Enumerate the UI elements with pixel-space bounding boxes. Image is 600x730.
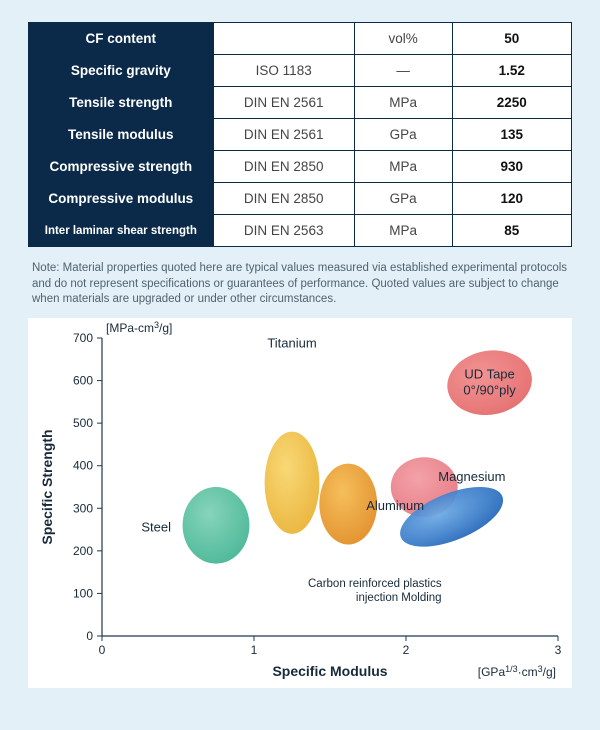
ashby-chart: [MPa-cm3/g] 0 100 200 300 400 500 600 700 0 1 2 3 Ste… — [28, 318, 572, 688]
row-unit: vol% — [354, 23, 452, 55]
svg-text:1: 1 — [251, 643, 258, 657]
row-unit: MPa — [354, 151, 452, 183]
row-value: 50 — [452, 23, 571, 55]
svg-text:2: 2 — [403, 643, 410, 657]
svg-text:0°/90°ply: 0°/90°ply — [463, 382, 516, 397]
material-Steel — [183, 487, 250, 564]
svg-text:700: 700 — [73, 331, 93, 345]
row-label: Tensile modulus — [29, 119, 214, 151]
row-standard: DIN EN 2850 — [213, 183, 354, 215]
row-value: 930 — [452, 151, 571, 183]
svg-text:injection Molding: injection Molding — [356, 591, 442, 603]
table-row: Inter laminar shear strengthDIN EN 2563M… — [29, 215, 572, 247]
svg-text:0: 0 — [86, 629, 93, 643]
row-unit: — — [354, 55, 452, 87]
table-row: Tensile modulusDIN EN 2561GPa135 — [29, 119, 572, 151]
svg-text:3: 3 — [555, 643, 562, 657]
row-label: Tensile strength — [29, 87, 214, 119]
row-value: 85 — [452, 215, 571, 247]
svg-text:300: 300 — [73, 501, 93, 515]
svg-text:500: 500 — [73, 416, 93, 430]
svg-text:Steel: Steel — [141, 519, 171, 534]
row-value: 1.52 — [452, 55, 571, 87]
svg-text:Specific Modulus: Specific Modulus — [272, 663, 387, 679]
row-value: 120 — [452, 183, 571, 215]
chart-svg: [MPa-cm3/g] 0 100 200 300 400 500 600 700 0 1 2 3 Ste… — [28, 318, 572, 688]
row-standard — [213, 23, 354, 55]
row-standard: DIN EN 2563 — [213, 215, 354, 247]
row-unit: MPa — [354, 87, 452, 119]
svg-text:400: 400 — [73, 458, 93, 472]
material-Titanium — [265, 431, 320, 533]
row-value: 135 — [452, 119, 571, 151]
properties-table: CF contentvol%50Specific gravityISO 1183… — [28, 22, 572, 247]
svg-text:Aluminum: Aluminum — [366, 498, 424, 513]
row-standard: DIN EN 2561 — [213, 119, 354, 151]
row-label: CF content — [29, 23, 214, 55]
table-row: CF content vol%50 — [29, 23, 572, 55]
svg-text:Titanium: Titanium — [267, 335, 316, 350]
table-row: Tensile strengthDIN EN 2561MPa2250 — [29, 87, 572, 119]
row-label: Specific gravity — [29, 55, 214, 87]
row-label: Inter laminar shear strength — [29, 215, 214, 247]
svg-text:0: 0 — [99, 643, 106, 657]
svg-text:Specific Strength: Specific Strength — [39, 429, 55, 544]
row-unit: GPa — [354, 183, 452, 215]
row-label: Compressive modulus — [29, 183, 214, 215]
row-unit: MPa — [354, 215, 452, 247]
svg-text:100: 100 — [73, 586, 93, 600]
row-value: 2250 — [452, 87, 571, 119]
row-label: Compressive strength — [29, 151, 214, 183]
row-standard: DIN EN 2850 — [213, 151, 354, 183]
svg-text:Carbon reinforced plastics: Carbon reinforced plastics — [308, 577, 442, 589]
svg-text:600: 600 — [73, 373, 93, 387]
row-standard: ISO 1183 — [213, 55, 354, 87]
svg-text:[GPa1/3·cm3/g]: [GPa1/3·cm3/g] — [478, 664, 556, 679]
svg-text:UD Tape: UD Tape — [464, 366, 514, 381]
svg-text:200: 200 — [73, 543, 93, 557]
svg-text:Magnesium: Magnesium — [438, 469, 505, 484]
row-standard: DIN EN 2561 — [213, 87, 354, 119]
table-row: Compressive modulusDIN EN 2850GPa120 — [29, 183, 572, 215]
footnote: Note: Material properties quoted here ar… — [32, 261, 568, 308]
svg-text:[MPa-cm3/g]: [MPa-cm3/g] — [106, 320, 172, 335]
row-unit: GPa — [354, 119, 452, 151]
table-row: Compressive strengthDIN EN 2850MPa930 — [29, 151, 572, 183]
table-row: Specific gravityISO 1183—1.52 — [29, 55, 572, 87]
